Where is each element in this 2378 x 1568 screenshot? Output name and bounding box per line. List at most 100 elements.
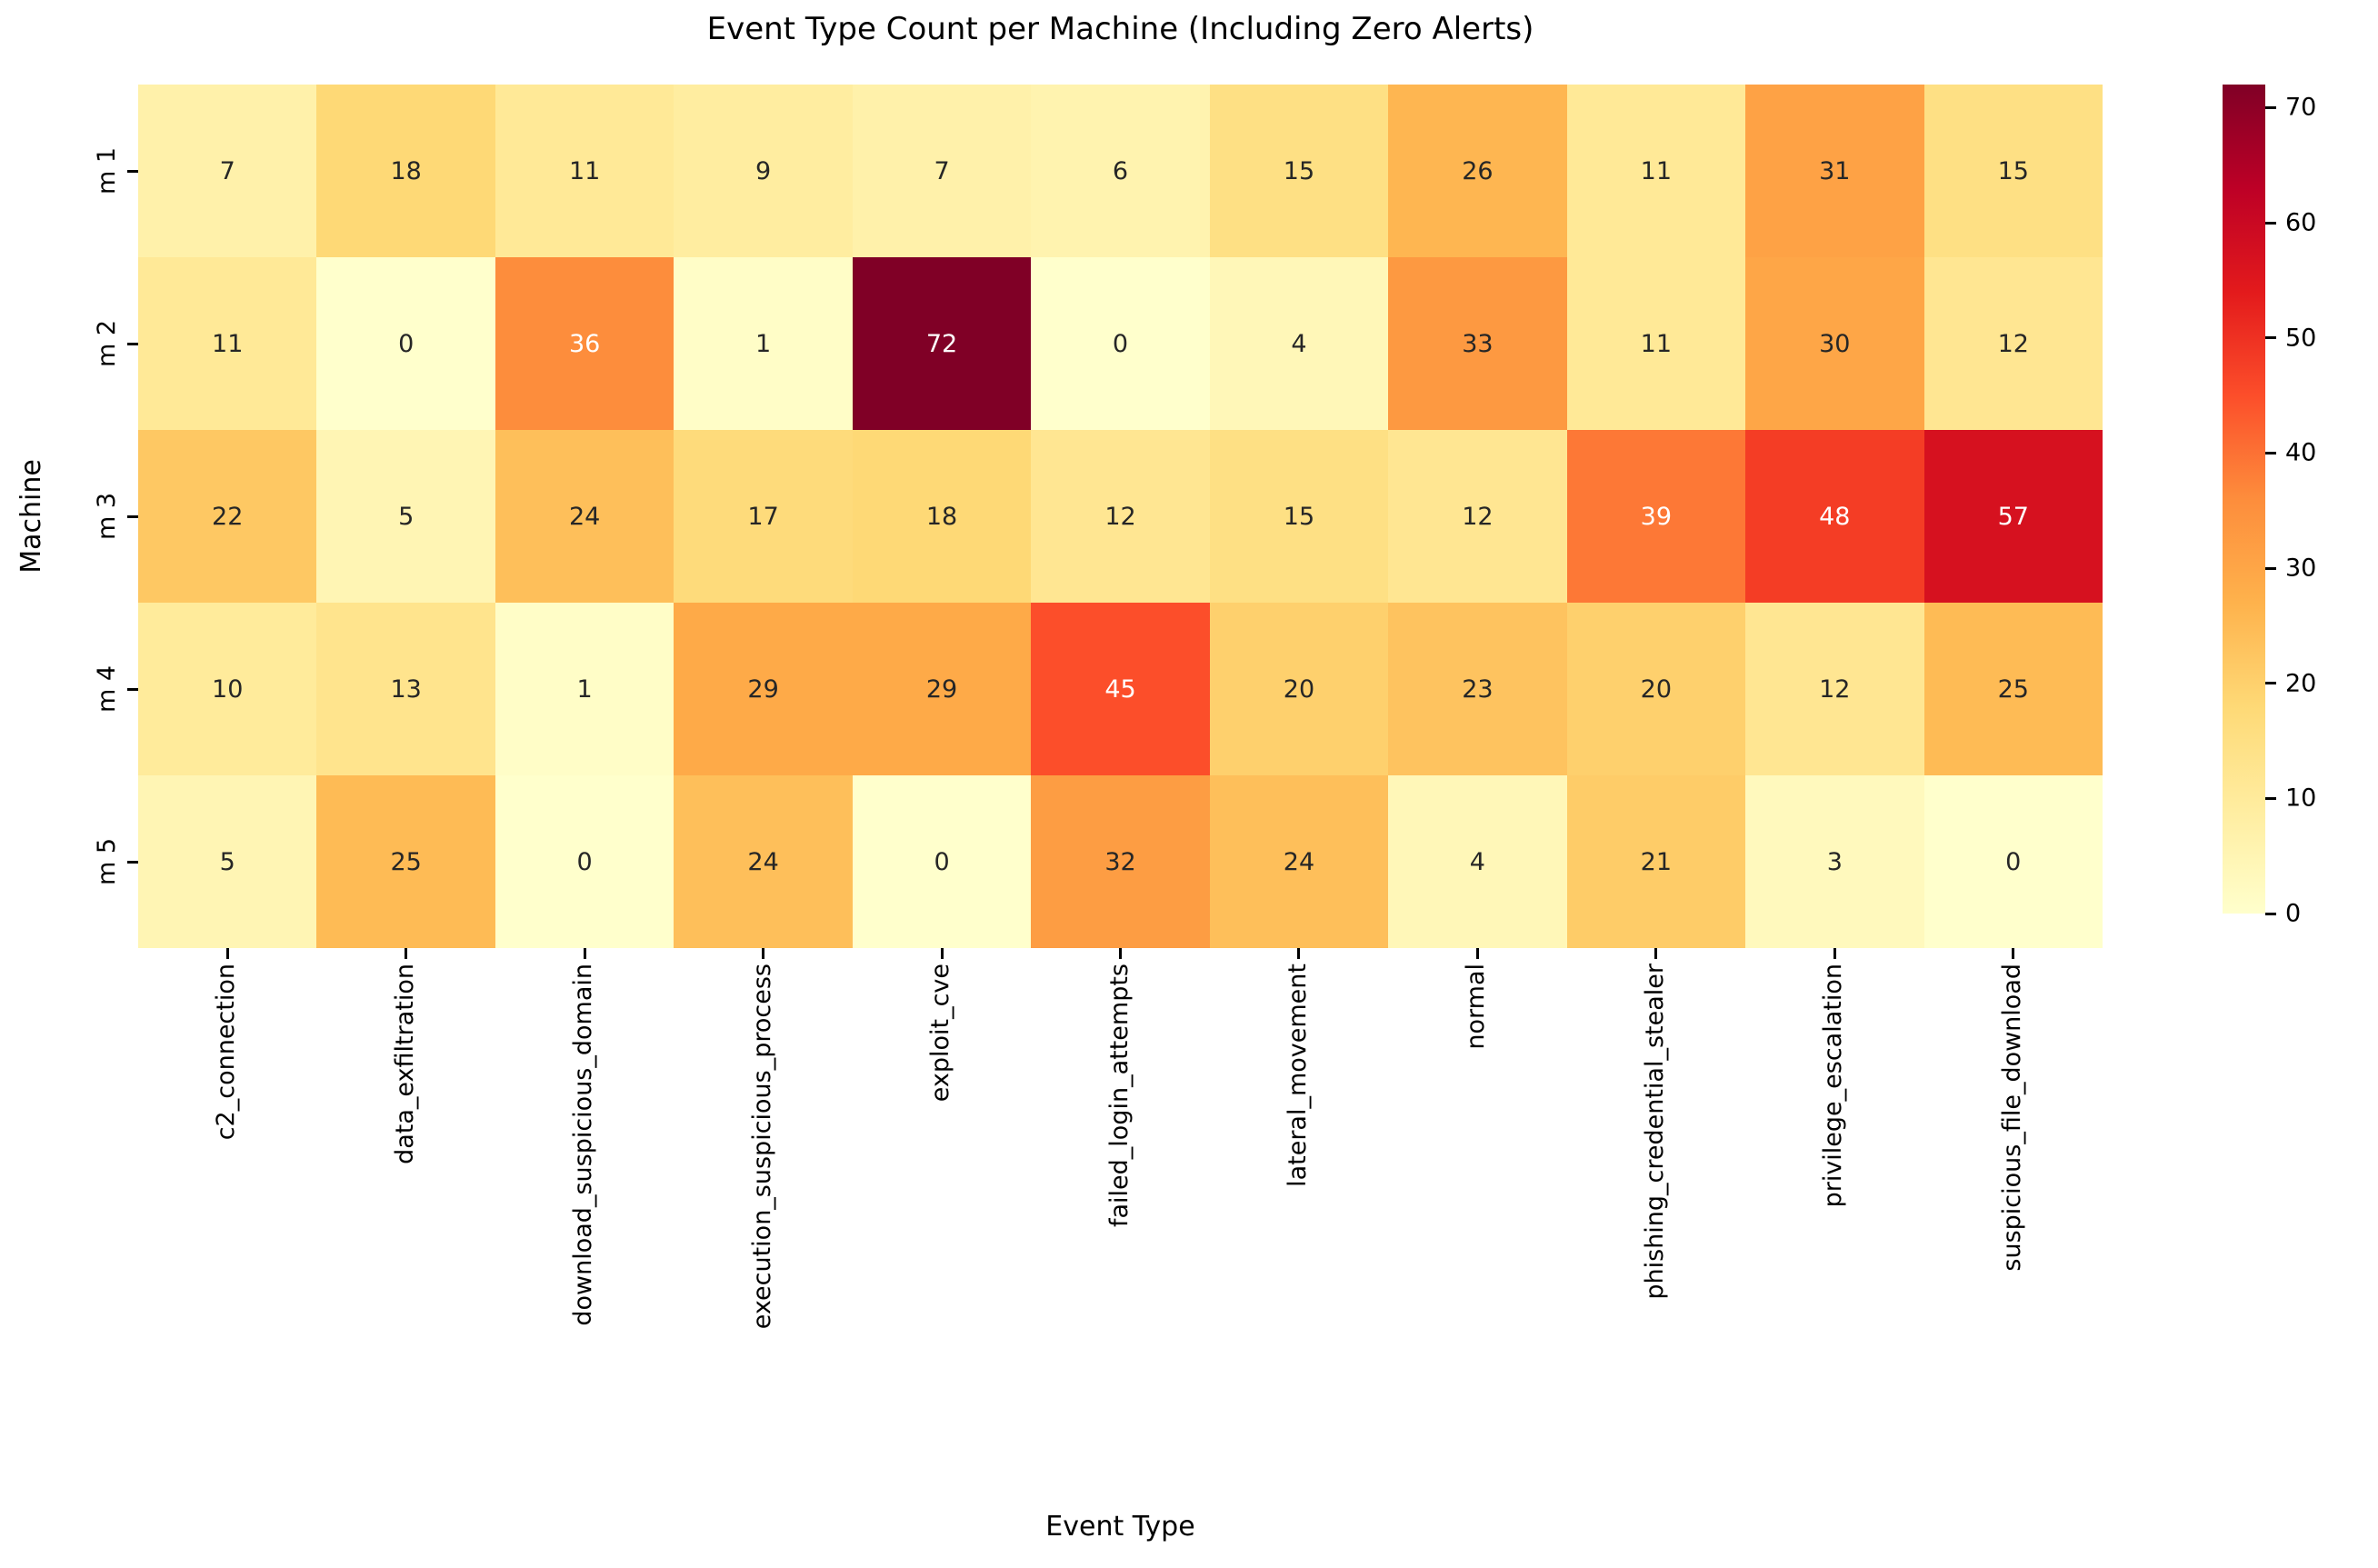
- colorbar-tick-mark: [2265, 682, 2276, 685]
- x-tick-label: normal: [1462, 964, 1491, 1050]
- cell-value: 23: [1462, 674, 1494, 704]
- heatmap-cell: 0: [1031, 257, 1210, 430]
- cell-value: 32: [1104, 847, 1136, 876]
- cell-value: 7: [934, 156, 950, 185]
- colorbar-tick-mark: [2265, 336, 2276, 340]
- tick-mark: [225, 948, 229, 959]
- cell-value: 31: [1819, 156, 1851, 185]
- cell-value: 0: [576, 847, 593, 876]
- colorbar-tick-mark: [2265, 912, 2276, 915]
- heatmap-cell: 11: [1566, 257, 1746, 430]
- heatmap-cell: 29: [852, 603, 1032, 775]
- heatmap-cell: 25: [316, 775, 495, 948]
- cell-value: 1: [576, 674, 593, 704]
- cell-value: 57: [1997, 502, 2029, 531]
- heatmap-cell: 11: [495, 85, 674, 257]
- tick-mark: [1654, 948, 1658, 959]
- cell-value: 4: [1291, 329, 1307, 358]
- heatmap-cell: 9: [674, 85, 853, 257]
- y-tick-label: m 1: [93, 146, 121, 195]
- x-tick-label: data_exfiltration: [390, 964, 419, 1164]
- cell-value: 24: [568, 502, 601, 531]
- cell-value: 24: [747, 847, 779, 876]
- cell-value: 15: [1997, 156, 2029, 185]
- cell-value: 29: [747, 674, 779, 704]
- cell-value: 9: [754, 156, 772, 185]
- heatmap-cell: 1: [495, 603, 674, 775]
- colorbar-tick-label: 0: [2285, 899, 2302, 928]
- cell-value: 25: [390, 847, 422, 876]
- cell-value: 10: [212, 674, 244, 704]
- tick-mark: [127, 514, 138, 518]
- heatmap-cell: 7: [852, 85, 1032, 257]
- heatmap-cell: 23: [1388, 603, 1567, 775]
- tick-mark: [1297, 948, 1301, 959]
- heatmap-cell: 25: [1923, 603, 2103, 775]
- tick-mark: [127, 687, 138, 691]
- y-tick-label: m 3: [93, 492, 121, 541]
- heatmap-cell: 72: [852, 257, 1032, 430]
- heatmap-cell: 12: [1923, 257, 2103, 430]
- chart-title: Event Type Count per Machine (Including …: [706, 11, 1534, 47]
- colorbar-tick-label: 50: [2285, 324, 2317, 353]
- cell-value: 22: [212, 502, 244, 531]
- cell-value: 24: [1283, 847, 1315, 876]
- tick-mark: [1119, 948, 1122, 959]
- cell-value: 20: [1283, 674, 1315, 704]
- heatmap-cell: 45: [1031, 603, 1210, 775]
- cell-value: 12: [1997, 329, 2029, 358]
- colorbar-tick-label: 40: [2285, 438, 2317, 467]
- cell-value: 5: [219, 847, 235, 876]
- tick-mark: [762, 948, 765, 959]
- heatmap-cell: 18: [852, 430, 1032, 603]
- x-tick-label: lateral_movement: [1283, 964, 1312, 1187]
- heatmap-plot-area: 7 18 11 9 7 6 15 26 11 31 15 11 0 36 1 72 0 4 33 11 30 12 22 5 2…: [138, 85, 2103, 948]
- tick-mark: [127, 342, 138, 345]
- cell-value: 72: [925, 329, 958, 358]
- cell-value: 11: [1640, 156, 1673, 185]
- heatmap-cell: 6: [1031, 85, 1210, 257]
- heatmap-cell: 21: [1566, 775, 1746, 948]
- cell-value: 6: [1112, 156, 1129, 185]
- colorbar-tick-mark: [2265, 796, 2276, 800]
- x-tick-label: phishing_credential_stealer: [1640, 964, 1669, 1300]
- cell-value: 29: [925, 674, 958, 704]
- cell-value: 25: [1997, 674, 2029, 704]
- heatmap-cell: 30: [1745, 257, 1924, 430]
- cell-value: 7: [219, 156, 235, 185]
- tick-mark: [1475, 948, 1479, 959]
- heatmap-cell: 0: [1923, 775, 2103, 948]
- x-tick-label: exploit_cve: [926, 964, 955, 1103]
- x-tick-label: download_suspicious_domain: [569, 964, 598, 1326]
- cell-value: 11: [1640, 329, 1673, 358]
- heatmap-cell: 31: [1745, 85, 1924, 257]
- heatmap-cell: 5: [316, 430, 495, 603]
- cell-value: 36: [568, 329, 601, 358]
- heatmap-cell: 4: [1209, 257, 1389, 430]
- heatmap-cell: 13: [316, 603, 495, 775]
- colorbar-tick-mark: [2265, 221, 2276, 225]
- cell-value: 4: [1469, 847, 1485, 876]
- x-tick-label: c2_connection: [212, 964, 241, 1141]
- tick-mark: [583, 948, 586, 959]
- x-tick-label: suspicious_file_download: [1997, 964, 2026, 1272]
- tick-mark: [127, 860, 138, 864]
- heatmap-cell: 0: [852, 775, 1032, 948]
- cell-value: 39: [1640, 502, 1673, 531]
- cell-value: 13: [390, 674, 422, 704]
- cell-value: 18: [390, 156, 422, 185]
- cell-value: 0: [934, 847, 950, 876]
- heatmap-cell: 24: [674, 775, 853, 948]
- y-tick-label: m 5: [93, 837, 121, 886]
- y-tick-label: m 2: [93, 319, 121, 368]
- heatmap-cell: 33: [1388, 257, 1567, 430]
- x-tick-label: failed_login_attempts: [1104, 964, 1134, 1227]
- cell-value: 5: [398, 502, 415, 531]
- heatmap-cell: 20: [1566, 603, 1746, 775]
- heatmap-cell: 48: [1745, 430, 1924, 603]
- colorbar-tick-label: 10: [2285, 784, 2317, 813]
- heatmap-cell: 24: [495, 430, 674, 603]
- tick-mark: [940, 948, 944, 959]
- cell-value: 20: [1640, 674, 1673, 704]
